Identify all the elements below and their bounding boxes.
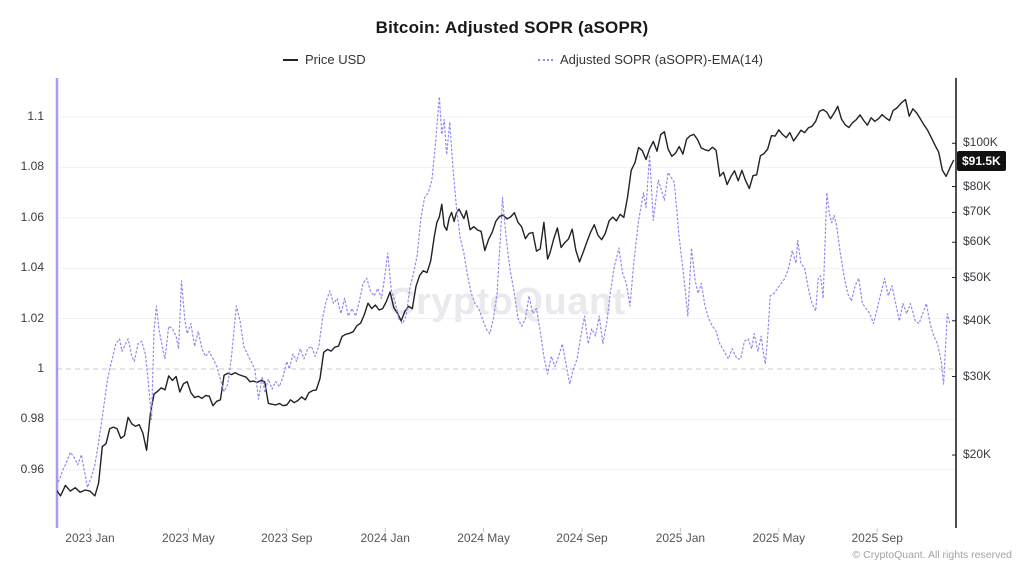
price-axis-tick-label: $50K (963, 269, 992, 284)
price-axis-tick-label: $100K (963, 135, 998, 150)
sopr-axis-tick-label: 1.1 (27, 109, 44, 123)
time-axis-tick-label: 2023 May (162, 531, 215, 545)
series-line-0 (57, 98, 955, 497)
time-axis-tick-label: 2025 Sep (851, 531, 903, 545)
gridlines (57, 116, 956, 471)
sopr-axis-tick-label: 1.06 (20, 209, 44, 224)
price-axis-tick-label: $60K (963, 234, 992, 249)
price-axis-tick-label: $40K (963, 312, 992, 327)
legend-item-price-usd[interactable]: Price USD (283, 52, 366, 67)
sopr-axis-tick-label: 1.02 (20, 310, 44, 325)
legend-label-asopr-ema: Adjusted SOPR (aSOPR)-EMA(14) (560, 52, 764, 67)
sopr-axis-tick-label: 1.04 (20, 260, 44, 275)
price-axis-tick-label: $70K (963, 204, 992, 219)
series-lines (57, 96, 955, 497)
sopr-axis-tick-label: 0.96 (20, 461, 44, 476)
current-price-badge: $91.5K (957, 150, 1006, 171)
sopr-axis-tick-label: 1 (37, 361, 44, 375)
price-axis-tick-label: $20K (963, 447, 992, 462)
legend-label-price-usd: Price USD (305, 52, 366, 67)
time-axis-tick-label: 2023 Jan (65, 531, 115, 545)
time-axis-tick-label: 2024 May (457, 531, 510, 545)
price-axis-tick-label: $80K (963, 178, 992, 193)
time-axis-tick-label: 2025 Jan (655, 531, 706, 545)
time-axis-tick-label: 2024 Sep (556, 531, 608, 545)
price-line-marker-icon (283, 58, 298, 61)
time-axis-tick-label: 2025 May (752, 531, 806, 545)
legend-item-asopr-ema[interactable]: Adjusted SOPR (aSOPR)-EMA(14) (538, 52, 763, 67)
asopr-line-marker-icon (538, 58, 553, 61)
price-axis-tick-label: $30K (963, 368, 992, 383)
series-line-1 (57, 96, 951, 488)
page-title: Bitcoin: Adjusted SOPR (aSOPR) (375, 18, 649, 37)
axes (55, 78, 957, 532)
time-axis-tick-label: 2023 Sep (261, 531, 313, 545)
copyright-footer: © CryptoQuant. All rights reserved (852, 549, 1012, 561)
time-axis-tick-label: 2024 Jan (360, 531, 410, 545)
sopr-axis-tick-label: 1.08 (20, 159, 44, 174)
sopr-axis-tick-label: 0.98 (20, 411, 44, 426)
